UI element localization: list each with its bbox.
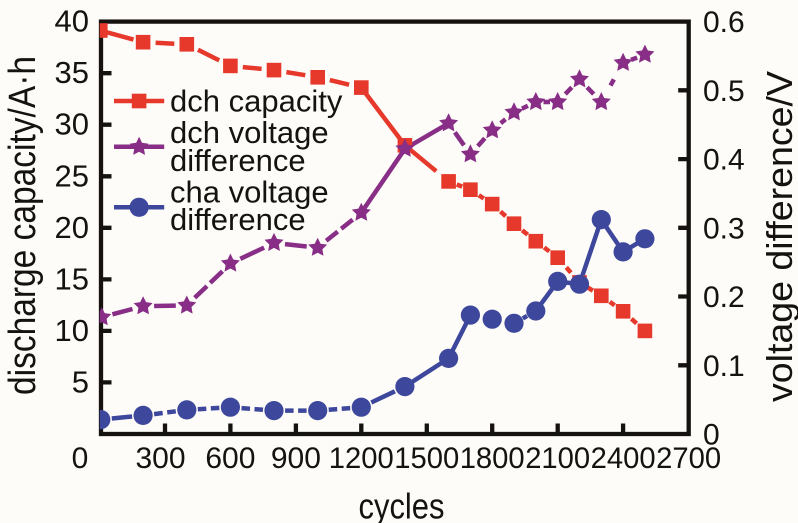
svg-text:0.2: 0.2 [703,281,745,314]
svg-text:20: 20 [55,210,89,245]
svg-text:dch capacity: dch capacity [170,84,343,119]
svg-text:2700: 2700 [656,442,721,475]
svg-text:25: 25 [55,158,89,193]
svg-text:0.4: 0.4 [703,144,745,177]
svg-text:2100: 2100 [525,442,590,475]
svg-text:0: 0 [72,442,89,475]
svg-text:0: 0 [703,419,720,452]
svg-text:0.3: 0.3 [703,212,745,245]
svg-text:cycles: cycles [359,486,445,523]
svg-text:30: 30 [55,107,89,142]
svg-text:5: 5 [72,364,89,399]
svg-text:1200: 1200 [329,442,394,475]
svg-text:0.5: 0.5 [703,75,745,108]
svg-text:discharge capacity/A·h: discharge capacity/A·h [2,56,44,395]
svg-text:2400: 2400 [591,442,656,475]
svg-text:900: 900 [271,442,321,475]
svg-text:0.1: 0.1 [703,350,745,383]
svg-text:voltage difference/V: voltage difference/V [759,71,798,402]
svg-text:35: 35 [55,55,89,90]
svg-text:1800: 1800 [460,442,525,475]
svg-text:300: 300 [135,442,185,475]
svg-text:0.6: 0.6 [703,6,745,39]
svg-text:1500: 1500 [394,442,459,475]
svg-text:40: 40 [55,4,89,39]
svg-text:dch voltage: dch voltage [170,115,329,150]
svg-text:15: 15 [55,261,89,296]
svg-text:cha voltage: cha voltage [170,175,329,210]
svg-text:difference: difference [170,143,306,178]
svg-text:difference: difference [170,202,306,237]
svg-text:10: 10 [55,313,89,348]
svg-text:600: 600 [205,442,255,475]
